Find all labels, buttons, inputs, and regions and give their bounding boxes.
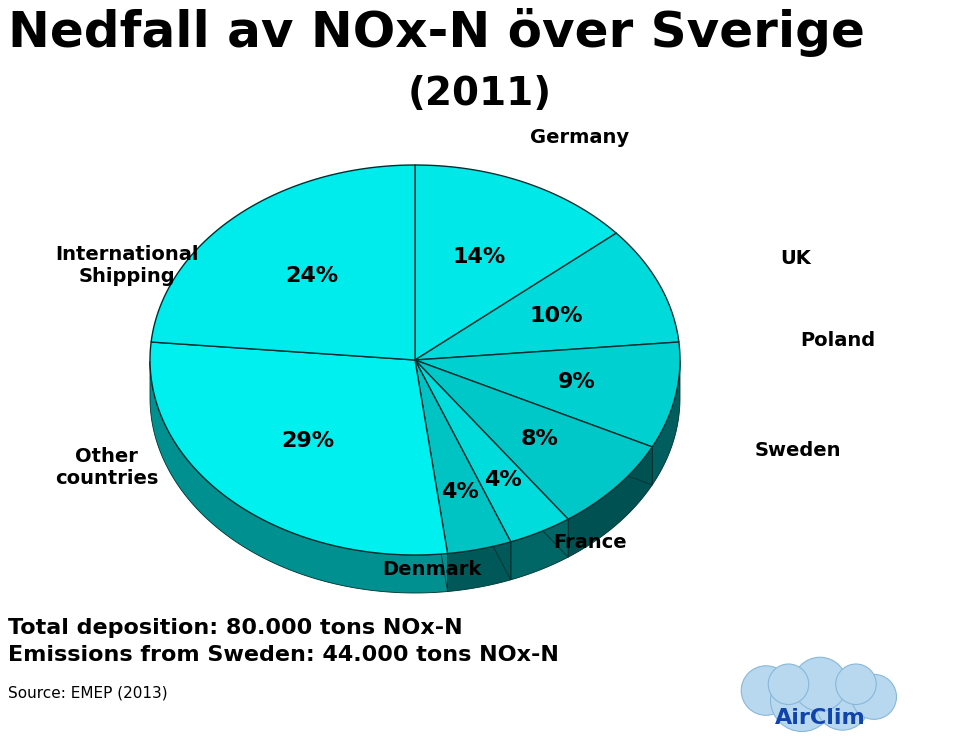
Circle shape (768, 664, 808, 705)
Text: France: France (553, 533, 627, 552)
Circle shape (741, 666, 791, 715)
Text: 4%: 4% (484, 470, 521, 491)
Circle shape (852, 674, 897, 719)
Text: Denmark: Denmark (382, 560, 482, 579)
Polygon shape (415, 360, 511, 580)
Polygon shape (415, 360, 447, 592)
Polygon shape (150, 361, 447, 593)
Text: AirClim: AirClim (775, 708, 865, 728)
Text: 9%: 9% (558, 372, 595, 392)
Text: Other
countries: Other countries (55, 446, 158, 488)
Text: 29%: 29% (281, 431, 335, 451)
Polygon shape (415, 360, 652, 485)
Polygon shape (415, 360, 511, 554)
Text: 4%: 4% (442, 482, 479, 503)
Circle shape (836, 664, 876, 705)
Text: Sweden: Sweden (755, 440, 842, 459)
Polygon shape (415, 360, 568, 557)
Text: 10%: 10% (530, 306, 584, 326)
Text: Poland: Poland (800, 330, 876, 350)
Text: 8%: 8% (521, 428, 559, 449)
Polygon shape (415, 360, 652, 519)
Text: Germany: Germany (530, 128, 629, 147)
Text: UK: UK (780, 249, 811, 267)
Circle shape (793, 658, 847, 712)
Polygon shape (511, 519, 568, 580)
Text: International
Shipping: International Shipping (55, 244, 199, 285)
Polygon shape (415, 360, 652, 485)
Text: Nedfall av NOx-N över Sverige: Nedfall av NOx-N över Sverige (8, 8, 865, 57)
Polygon shape (568, 447, 652, 557)
Circle shape (815, 676, 870, 730)
Text: Emissions from Sweden: 44.000 tons NOx-N: Emissions from Sweden: 44.000 tons NOx-N (8, 645, 559, 665)
Polygon shape (652, 360, 680, 485)
Text: (2011): (2011) (408, 75, 552, 113)
Text: Source: EMEP (2013): Source: EMEP (2013) (8, 685, 168, 700)
Polygon shape (150, 342, 447, 555)
Polygon shape (415, 360, 511, 580)
Polygon shape (415, 360, 568, 557)
Polygon shape (151, 165, 415, 360)
Text: Total deposition: 80.000 tons NOx-N: Total deposition: 80.000 tons NOx-N (8, 618, 463, 638)
Polygon shape (415, 233, 679, 360)
Circle shape (771, 669, 833, 732)
Polygon shape (447, 542, 511, 592)
Polygon shape (415, 165, 616, 360)
Polygon shape (415, 360, 568, 542)
Polygon shape (415, 342, 680, 447)
Text: 14%: 14% (452, 247, 506, 267)
Polygon shape (415, 360, 447, 592)
Text: 24%: 24% (285, 267, 338, 286)
